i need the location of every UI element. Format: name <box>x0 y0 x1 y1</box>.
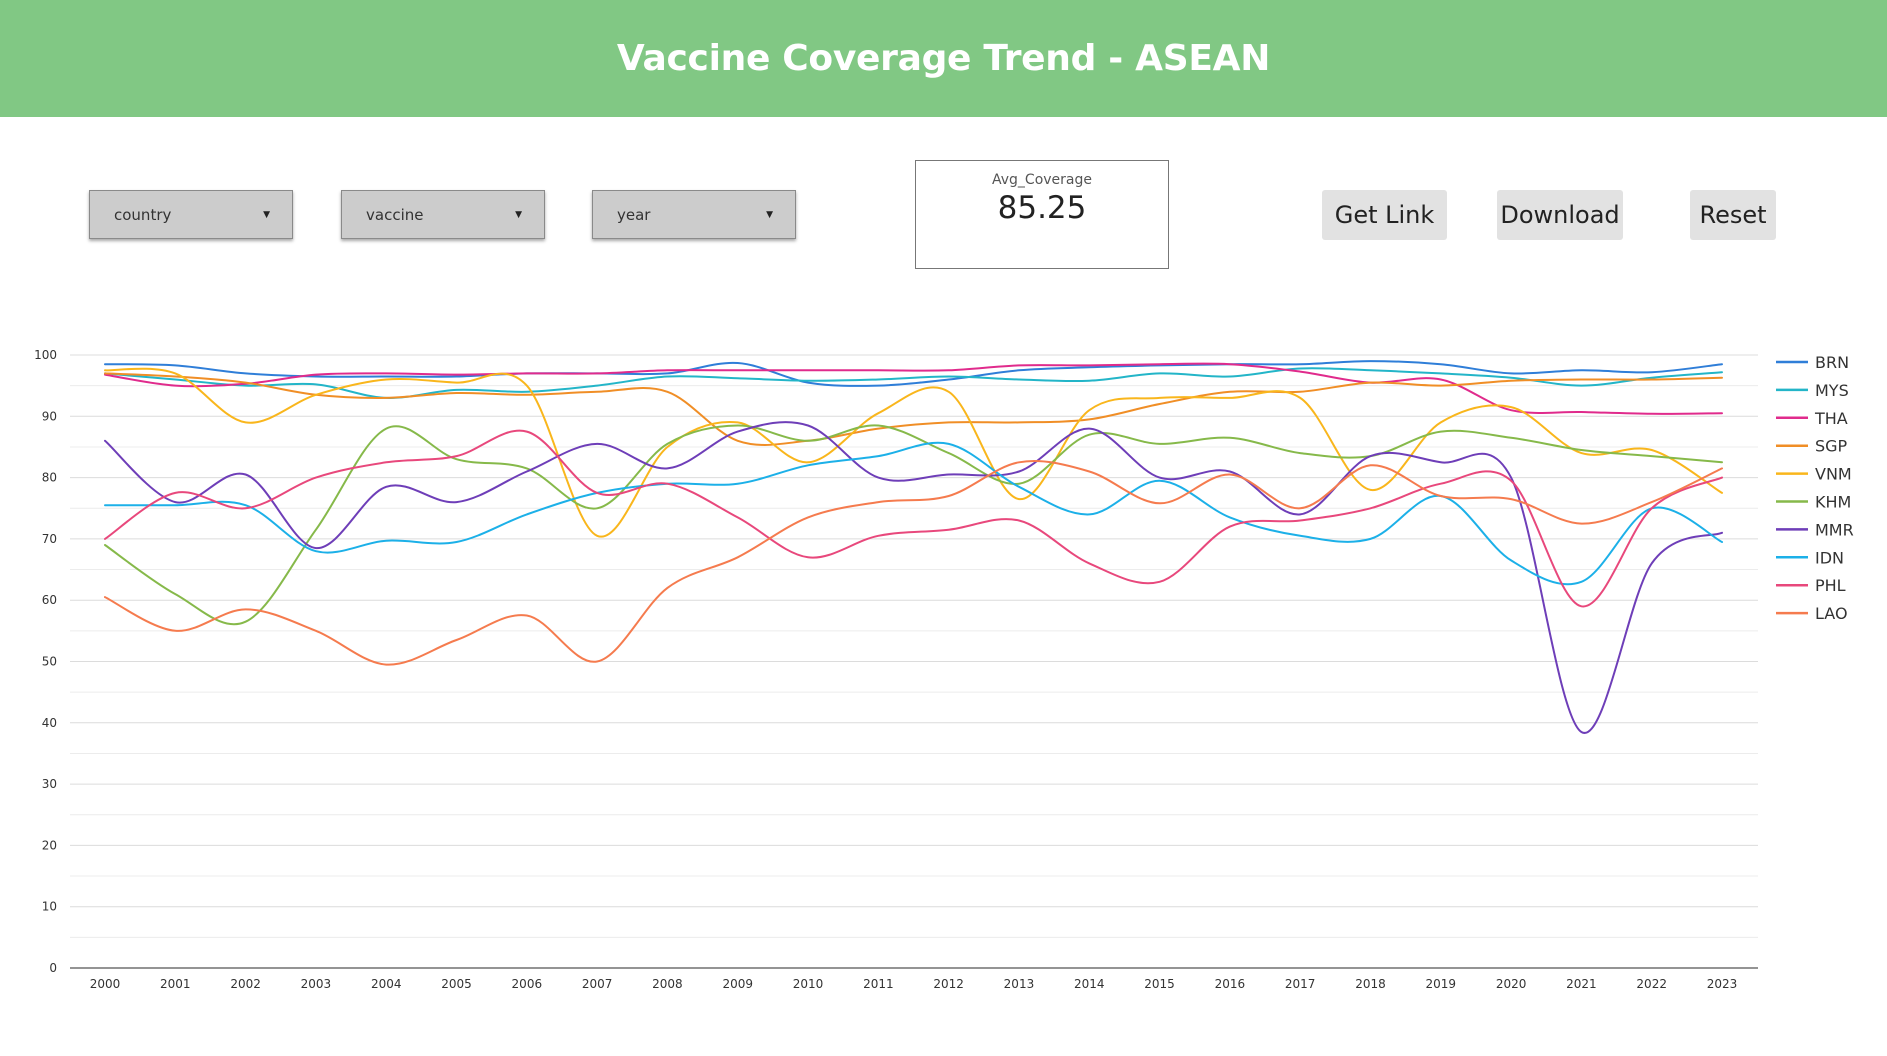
y-tick-label: 90 <box>42 409 57 423</box>
y-tick-label: 20 <box>42 838 57 852</box>
x-tick-label: 2002 <box>230 977 261 991</box>
x-tick-label: 2008 <box>652 977 683 991</box>
legend-label: LAO <box>1815 604 1848 623</box>
caret-down-icon: ▼ <box>515 209 522 220</box>
chart-legend: BRN MYS THA SGP VNM KHM MMR IDN PHL LAO <box>1776 353 1854 623</box>
x-tick-label: 2017 <box>1285 977 1316 991</box>
y-tick-label: 40 <box>42 716 57 730</box>
country-filter-dropdown[interactable]: country ▼ <box>89 190 293 239</box>
series-line-sgp <box>104 372 1723 446</box>
x-tick-label: 2020 <box>1496 977 1527 991</box>
legend-label: KHM <box>1815 493 1851 512</box>
x-tick-label: 2003 <box>301 977 332 991</box>
reset-button[interactable]: Reset <box>1690 190 1776 240</box>
x-tick-label: 2022 <box>1636 977 1667 991</box>
x-tick-label: 2004 <box>371 977 402 991</box>
x-tick-label: 2012 <box>933 977 964 991</box>
x-tick-label: 2005 <box>441 977 472 991</box>
y-tick-label: 70 <box>42 532 57 546</box>
get-link-button[interactable]: Get Link <box>1322 190 1447 240</box>
y-tick-label: 50 <box>42 655 57 669</box>
legend-label: SGP <box>1815 437 1848 456</box>
caret-down-icon: ▼ <box>263 209 270 220</box>
x-tick-label: 2000 <box>90 977 121 991</box>
legend-label: THA <box>1814 409 1848 428</box>
x-axis-ticks: 2000 2001 2002 2003 2004 2005 2006 2007 2008 2009… <box>90 977 1738 991</box>
series-line-lao <box>104 460 1723 666</box>
page-title: Vaccine Coverage Trend - ASEAN <box>616 38 1271 79</box>
legend-label: BRN <box>1815 353 1849 372</box>
series-line-tha <box>104 362 1723 415</box>
x-tick-label: 2010 <box>793 977 824 991</box>
chart-series-lines <box>104 360 1723 734</box>
series-line-mmr <box>104 421 1723 734</box>
x-tick-label: 2021 <box>1566 977 1597 991</box>
x-tick-label: 2011 <box>863 977 894 991</box>
y-tick-label: 100 <box>34 348 57 362</box>
x-tick-label: 2018 <box>1355 977 1386 991</box>
x-tick-label: 2016 <box>1215 977 1246 991</box>
scorecard-value: 85.25 <box>997 190 1087 226</box>
y-tick-label: 80 <box>42 471 57 485</box>
y-tick-label: 0 <box>49 961 57 975</box>
vaccine-filter-label: vaccine <box>366 205 424 224</box>
y-axis-ticks: 0 10 20 30 40 50 60 70 80 90 100 <box>34 348 57 975</box>
x-tick-label: 2015 <box>1144 977 1175 991</box>
series-line-brn <box>104 360 1723 387</box>
series-line-phl <box>104 429 1723 608</box>
legend-label: VNM <box>1815 465 1852 484</box>
legend-label: IDN <box>1815 548 1844 567</box>
x-tick-label: 2007 <box>582 977 613 991</box>
year-filter-dropdown[interactable]: year ▼ <box>592 190 796 239</box>
year-filter-label: year <box>617 205 651 224</box>
caret-down-icon: ▼ <box>766 209 773 220</box>
download-button[interactable]: Download <box>1497 190 1623 240</box>
x-tick-label: 2014 <box>1074 977 1105 991</box>
legend-label: MMR <box>1815 520 1854 539</box>
x-tick-label: 2009 <box>722 977 753 991</box>
scorecard-title: Avg_Coverage <box>991 172 1092 188</box>
series-line-vnm <box>104 367 1723 538</box>
x-tick-label: 2013 <box>1004 977 1035 991</box>
legend-label: MYS <box>1815 381 1849 400</box>
x-tick-label: 2006 <box>512 977 543 991</box>
x-tick-label: 2019 <box>1426 977 1457 991</box>
country-filter-label: country <box>114 205 172 224</box>
avg-coverage-scorecard: Avg_Coverage 85.25 <box>915 160 1169 269</box>
x-tick-label: 2023 <box>1707 977 1738 991</box>
y-tick-label: 10 <box>42 900 57 914</box>
y-tick-label: 60 <box>42 593 57 607</box>
x-tick-label: 2001 <box>160 977 191 991</box>
dashboard-header: Vaccine Coverage Trend - ASEAN <box>0 0 1887 117</box>
vaccine-filter-dropdown[interactable]: vaccine ▼ <box>341 190 545 239</box>
y-tick-label: 30 <box>42 777 57 791</box>
series-line-idn <box>104 441 1723 586</box>
legend-label: PHL <box>1815 576 1846 595</box>
